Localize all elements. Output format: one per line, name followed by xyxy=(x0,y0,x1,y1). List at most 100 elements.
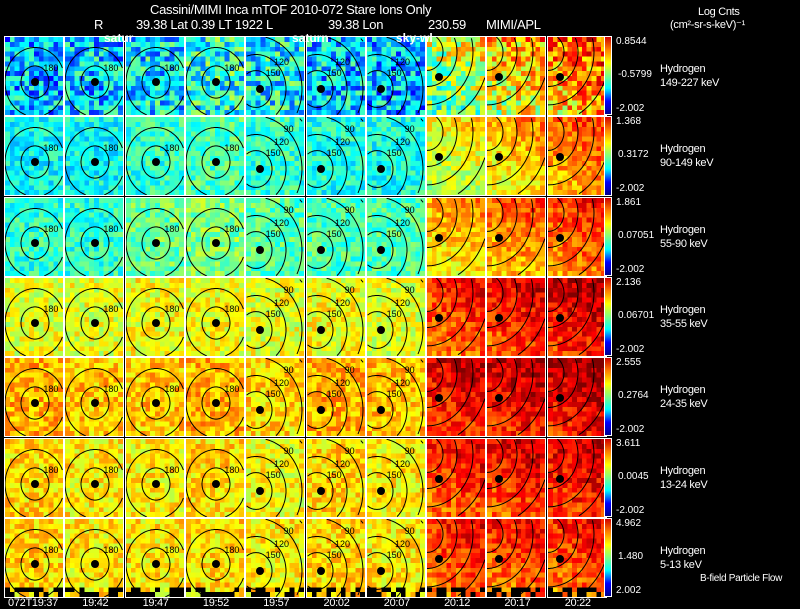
contour-line xyxy=(578,398,606,436)
contour-line xyxy=(487,373,504,393)
heatmap-panel: 180 xyxy=(4,437,64,518)
contour-line xyxy=(547,453,565,473)
heatmap-panel: 150 120 90 xyxy=(365,517,426,598)
x-tick-label: 20:02 xyxy=(323,597,350,609)
plot-title: Cassini/MIMI Inca mTOF 2010-072 Stare Io… xyxy=(150,2,432,17)
contour-line xyxy=(396,490,408,517)
heatmap-panel xyxy=(546,276,607,357)
contour-label: 180 xyxy=(164,63,179,73)
heatmap-panel: 180 xyxy=(4,517,64,598)
heatmap-panel xyxy=(426,357,487,438)
contour-label: 150 xyxy=(326,148,341,158)
heatmap-cells xyxy=(366,277,425,356)
saturn-marker xyxy=(151,318,160,327)
contour-line xyxy=(427,453,474,507)
saturn-marker xyxy=(256,406,265,415)
heatmap-cells xyxy=(185,117,244,196)
heatmap-cells xyxy=(185,518,244,597)
contour-line xyxy=(514,359,518,374)
contour-line xyxy=(367,214,408,250)
contour-label: 120 xyxy=(274,218,289,228)
heatmap-cells xyxy=(306,117,365,196)
contour-line xyxy=(578,318,606,356)
contour-line xyxy=(531,279,534,293)
heatmap-panel: 150 120 90 xyxy=(245,116,306,197)
contour-line xyxy=(367,455,408,491)
heatmap-cells xyxy=(125,277,184,356)
contour-line xyxy=(496,438,504,454)
contour-line xyxy=(357,490,363,515)
contour-line xyxy=(246,169,273,189)
heatmap-cells xyxy=(125,518,184,597)
contour-line xyxy=(547,373,579,409)
contour-line xyxy=(246,70,273,89)
contour-line xyxy=(44,176,63,196)
heatmap-panel: 150 120 90 xyxy=(245,357,306,438)
contour-line xyxy=(246,214,287,250)
row-species-label: Hydrogen xyxy=(660,544,706,557)
contour-overlay xyxy=(427,37,486,115)
contour-line xyxy=(246,490,273,510)
contour-line xyxy=(306,329,333,349)
contour-line xyxy=(164,336,184,356)
contour-line xyxy=(44,256,63,276)
contour-line xyxy=(591,439,595,454)
contour-line xyxy=(306,310,333,330)
colorbar-min-label: -2.002 xyxy=(616,263,645,275)
saturn-marker xyxy=(555,73,564,81)
contour-label: 180 xyxy=(43,384,58,394)
contour-line xyxy=(201,145,231,179)
contour-line xyxy=(20,65,50,99)
saturn-marker xyxy=(211,399,220,408)
contour-line xyxy=(296,410,303,435)
contour-line xyxy=(386,37,424,90)
contour-line xyxy=(427,52,458,87)
contour-line xyxy=(306,551,333,571)
heatmap-cells xyxy=(306,518,365,597)
saturn-marker xyxy=(376,245,385,254)
contour-line xyxy=(556,197,565,213)
contour-line xyxy=(547,212,579,248)
contour-line xyxy=(225,416,244,437)
contour-line xyxy=(164,577,184,597)
contour-label: 180 xyxy=(164,545,179,555)
contour-label: 150 xyxy=(266,68,281,78)
contour-line xyxy=(427,533,444,553)
row-species-label: Hydrogen xyxy=(660,63,706,75)
contour-line xyxy=(265,117,303,170)
contour-line xyxy=(359,279,363,283)
contour-label: 90 xyxy=(284,205,294,215)
contour-label: 180 xyxy=(43,63,58,73)
saturn-marker xyxy=(555,394,564,403)
contour-line xyxy=(299,439,303,444)
contour-label: 180 xyxy=(104,384,119,394)
contour-label: 120 xyxy=(274,378,289,388)
row-energy-label: 5-13 keV xyxy=(660,558,702,571)
contour-overlay: 180 xyxy=(65,127,124,196)
contour-line xyxy=(201,547,231,581)
contour-label: 120 xyxy=(335,378,350,388)
heatmap-cells xyxy=(185,277,244,356)
contour-label: 150 xyxy=(266,148,281,158)
contour-line xyxy=(357,169,363,194)
heatmap-panel xyxy=(546,36,607,116)
saturn-marker xyxy=(91,559,100,568)
colorbar-max-label: 2.555 xyxy=(616,357,642,369)
contour-line xyxy=(275,89,287,115)
contour-overlay: 180 xyxy=(5,287,63,356)
contour-line xyxy=(296,88,303,114)
contour-line xyxy=(427,132,444,152)
contour-overlay: 180 xyxy=(5,368,63,437)
contour-label: 180 xyxy=(43,545,58,555)
heatmap-panel xyxy=(426,276,487,357)
heatmap-panel xyxy=(546,517,607,598)
contour-line xyxy=(65,448,124,517)
contour-line xyxy=(547,51,595,106)
contour-line xyxy=(296,490,303,515)
contour-line xyxy=(556,37,565,52)
contour-line xyxy=(225,176,244,196)
heatmap-panel: 150 120 90 xyxy=(245,196,306,277)
